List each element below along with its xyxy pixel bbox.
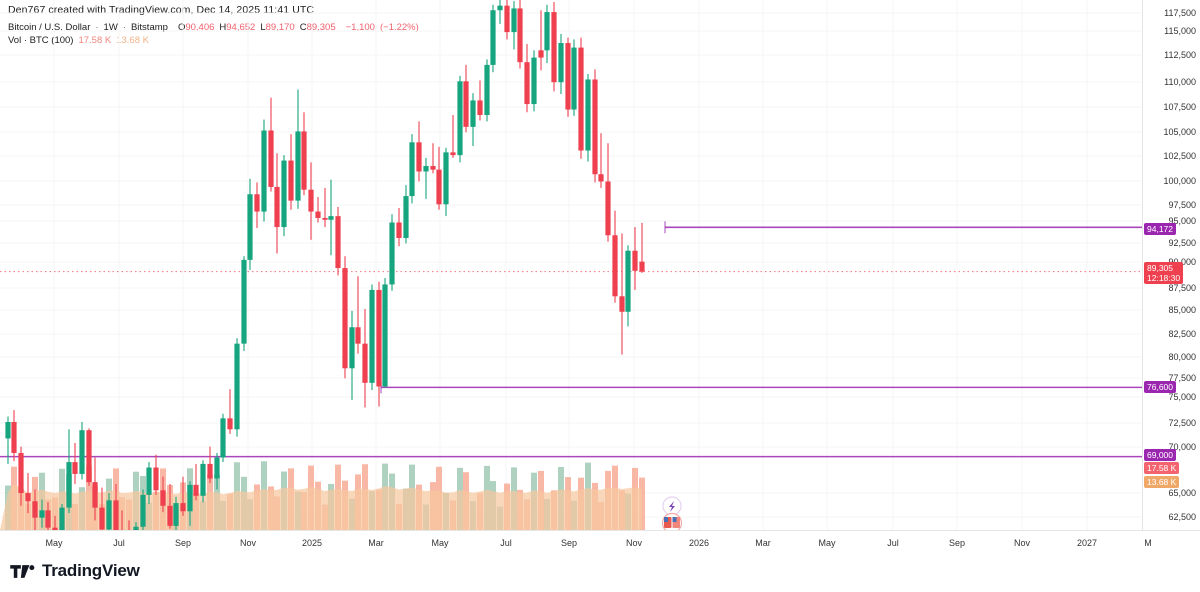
price-tick: 97,500 (1168, 200, 1196, 210)
price-tick: 100,000 (1163, 176, 1196, 186)
time-tick: Sep (560, 538, 578, 548)
legend-open-value: 90,406 (185, 22, 215, 33)
legend-sep-2: · (122, 22, 126, 33)
legend-high-label: H (219, 22, 227, 33)
time-tick: Sep (948, 538, 966, 548)
price-tick: 77,500 (1168, 373, 1196, 383)
volume-value-badge[interactable]: 17.58 K (1144, 462, 1180, 474)
price-tick: 115,000 (1164, 26, 1196, 36)
chart-legend: Bitcoin / U.S. Dollar · 1W · Bitstamp O90,406… (8, 21, 419, 47)
time-tick: 2026 (688, 538, 710, 548)
time-tick: M (1144, 538, 1152, 548)
price-axis[interactable]: 117,500 115,000 112,500 110,000 107,500 105,0… (1142, 0, 1200, 530)
candles (5, 0, 645, 530)
last-price-badge[interactable]: 89,305 12:18:30 (1144, 262, 1184, 284)
price-tick: 87,500 (1168, 283, 1196, 293)
legend-volume-ma-value: 13.68 K (116, 35, 149, 46)
time-tick: 2025 (301, 538, 323, 548)
time-tick: Jul (500, 538, 512, 548)
price-tick: 82,500 (1168, 329, 1196, 339)
lower-level-badge[interactable]: 69,000 (1144, 449, 1176, 461)
time-tick: 2027 (1076, 538, 1098, 548)
legend-open-label: O (177, 22, 186, 33)
time-tick: May (45, 538, 63, 548)
price-tick: 62,500 (1168, 512, 1196, 522)
chart-plot-area[interactable] (0, 0, 1142, 530)
legend-volume-value: 17.58 K (78, 35, 112, 46)
time-tick: May (818, 538, 836, 548)
legend-volume-row: Vol · BTC (100) 17.58 K 13.68 K (8, 34, 419, 47)
legend-low-label: L (260, 22, 266, 33)
legend-exchange[interactable]: Bitstamp (130, 22, 168, 33)
time-tick: May (431, 538, 449, 548)
price-tick: 80,000 (1168, 352, 1196, 362)
legend-change-percent: (−1.22%) (379, 22, 419, 33)
volume-ma-badge[interactable]: 13.68 K (1144, 476, 1180, 488)
time-tick: Mar (368, 538, 384, 548)
lightning-glyph (669, 501, 675, 512)
price-tick: 72,500 (1168, 418, 1196, 428)
legend-symbol[interactable]: Bitcoin / U.S. Dollar (8, 22, 91, 33)
price-tick: 110,000 (1164, 77, 1196, 87)
price-tick: 112,500 (1164, 50, 1196, 60)
legend-close-value: 89,305 (306, 22, 336, 33)
time-tick: Nov (1013, 538, 1031, 548)
price-tick: 75,000 (1168, 392, 1196, 402)
price-tick: 92,500 (1168, 238, 1196, 248)
legend-sep-1: · (95, 22, 99, 33)
price-tick: 85,000 (1168, 305, 1196, 315)
legend-interval[interactable]: 1W (103, 22, 118, 33)
time-tick: Jul (887, 538, 899, 548)
time-tick: Nov (625, 538, 643, 548)
price-tick: 70,000 (1168, 442, 1196, 452)
price-tick: 105,000 (1163, 127, 1196, 137)
tradingview-logo: TradingView (10, 561, 140, 581)
resistance-level-badge[interactable]: 94,172 (1144, 223, 1176, 235)
support-level-badge[interactable]: 76,600 (1144, 381, 1176, 393)
candlestick-svg (0, 0, 1142, 530)
price-tick: 102,500 (1163, 151, 1196, 161)
price-tick: 117,500 (1164, 8, 1196, 18)
badge-price: 89,305 (1147, 263, 1173, 273)
event-markers[interactable] (661, 496, 683, 530)
price-tick: 95,000 (1168, 216, 1196, 226)
footer: TradingView (0, 556, 1200, 592)
tradingview-logo-icon (10, 564, 35, 578)
time-tick: Nov (239, 538, 257, 548)
time-axis[interactable]: May Jul Sep Nov 2025 Mar May Jul Sep Nov 2026 Mar Ma… (0, 530, 1200, 556)
time-tick: Sep (174, 538, 192, 548)
tradingview-logo-text: TradingView (42, 561, 140, 580)
legend-low-value: 89,170 (265, 22, 295, 33)
legend-high-value: 94,652 (226, 22, 256, 33)
time-tick: Mar (755, 538, 771, 548)
legend-symbol-row: Bitcoin / U.S. Dollar · 1W · Bitstamp O90,406… (8, 21, 419, 34)
badge-countdown: 12:18:30 (1147, 273, 1181, 283)
time-tick: Jul (113, 538, 125, 548)
price-tick: 107,500 (1163, 102, 1196, 112)
price-tick: 65,000 (1168, 488, 1196, 498)
legend-close-label: C (299, 22, 307, 33)
legend-change: −1,100 (345, 22, 375, 33)
legend-volume-study[interactable]: Vol · BTC (100) (8, 35, 74, 46)
